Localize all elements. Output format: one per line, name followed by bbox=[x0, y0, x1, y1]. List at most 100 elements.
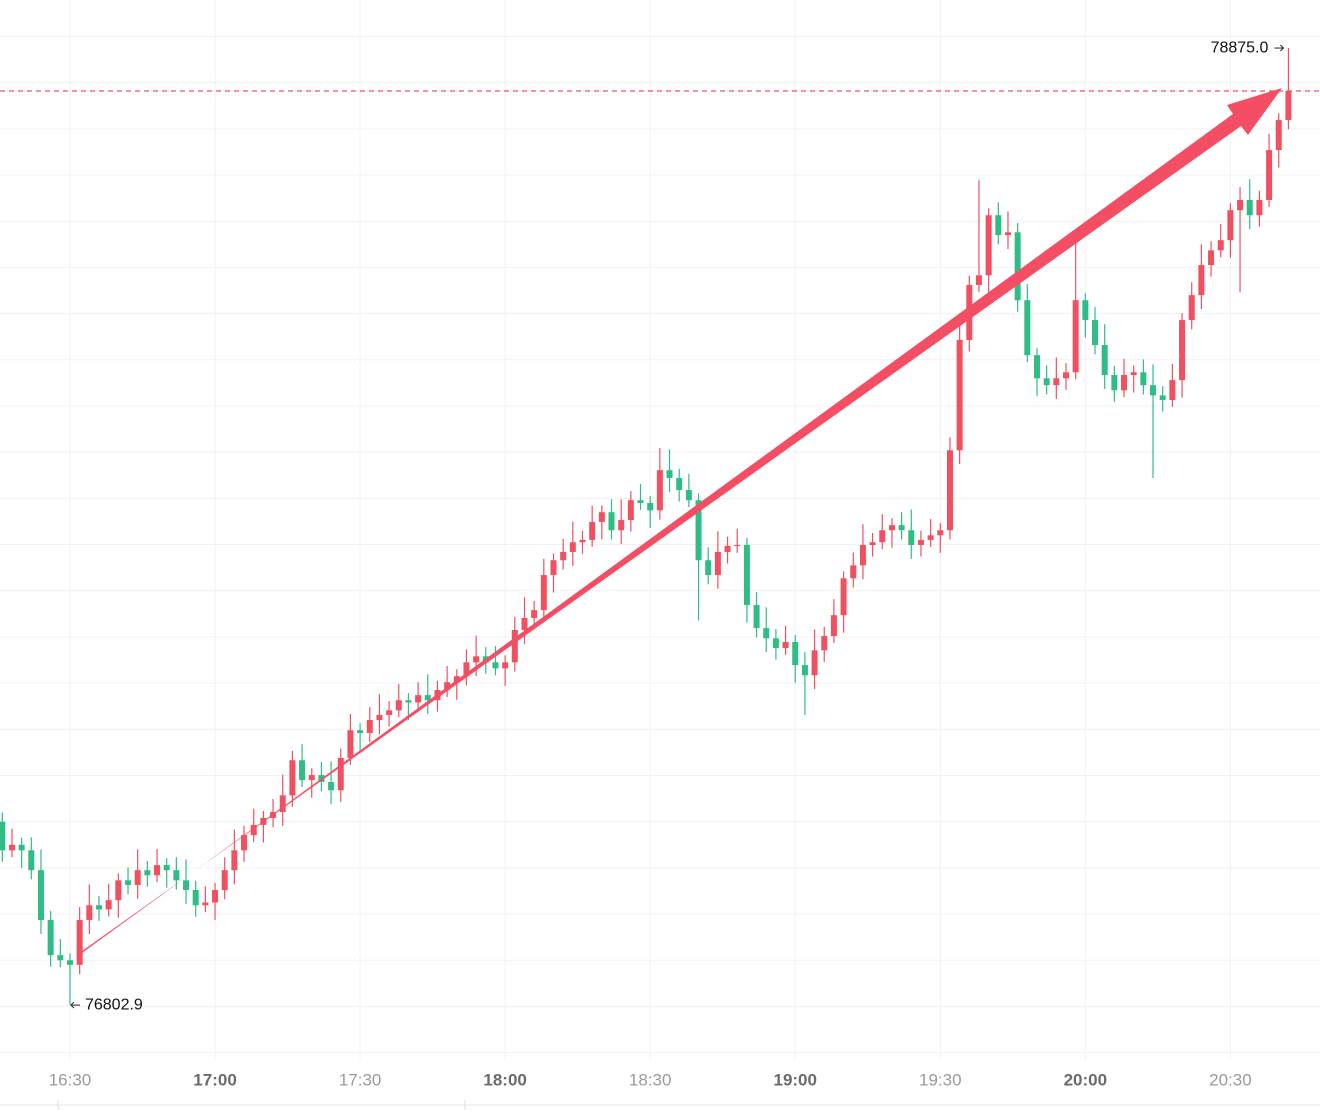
annotation-arrowhead bbox=[1280, 44, 1285, 52]
candle-body bbox=[1266, 150, 1273, 200]
candle-body bbox=[405, 700, 412, 703]
x-tick-label: 18:00 bbox=[483, 1070, 526, 1089]
candle-body bbox=[1169, 380, 1176, 400]
trend-arrow bbox=[78, 88, 1282, 956]
candle-body bbox=[850, 565, 857, 579]
x-tick-label: 20:00 bbox=[1064, 1070, 1107, 1089]
candle-body bbox=[1179, 320, 1186, 381]
candle-body bbox=[202, 902, 209, 906]
candle-body bbox=[337, 757, 344, 791]
candle-body bbox=[676, 478, 683, 491]
candle-body bbox=[357, 730, 364, 733]
candle-body bbox=[105, 900, 112, 910]
candle-body bbox=[37, 870, 44, 921]
candle-body bbox=[289, 760, 296, 796]
candle-body bbox=[125, 880, 132, 885]
candle-body bbox=[869, 542, 876, 546]
candle-body bbox=[192, 890, 199, 906]
candle-body bbox=[318, 775, 325, 782]
candle-body bbox=[8, 844, 15, 851]
candle-body bbox=[705, 560, 712, 576]
candle-body bbox=[28, 850, 35, 871]
candle-body bbox=[250, 824, 257, 836]
candle-body bbox=[1188, 295, 1195, 321]
candle-body bbox=[1198, 265, 1205, 296]
candle-body bbox=[347, 730, 354, 758]
candle-body bbox=[714, 551, 721, 576]
candle-body bbox=[569, 542, 576, 552]
x-tick-label: 19:00 bbox=[773, 1070, 816, 1089]
candle-body bbox=[821, 636, 828, 651]
candle-body bbox=[1246, 199, 1253, 216]
candle-body bbox=[1033, 355, 1040, 379]
candle-body bbox=[231, 850, 238, 871]
candle-body bbox=[743, 545, 750, 606]
x-tick-label: 19:30 bbox=[919, 1070, 962, 1089]
candle-body bbox=[1082, 300, 1089, 321]
low-annotation: 76802.9 bbox=[85, 996, 143, 1013]
candle-body bbox=[1024, 300, 1031, 356]
candle-body bbox=[579, 539, 586, 543]
candle-body bbox=[1111, 375, 1118, 391]
candle-body bbox=[395, 700, 402, 711]
candle-body bbox=[57, 955, 64, 961]
candle-body bbox=[366, 720, 373, 733]
candle-body bbox=[463, 662, 470, 677]
candle-body bbox=[1053, 378, 1060, 386]
candle-body bbox=[927, 535, 934, 540]
candle-body bbox=[415, 695, 422, 703]
x-tick-label: 18:30 bbox=[629, 1070, 672, 1089]
labels: 16:30 17:00 17:30 18:00 18:30 19:00 19:30 20:00… bbox=[49, 39, 1285, 1089]
candle-body bbox=[801, 665, 808, 676]
candle-body bbox=[424, 695, 431, 701]
candle-body bbox=[453, 676, 460, 683]
candle-body bbox=[0, 821, 6, 851]
candle-body bbox=[328, 781, 335, 791]
candle-body bbox=[811, 650, 818, 676]
candle-body bbox=[995, 215, 1002, 236]
candle-body bbox=[96, 905, 102, 910]
candle-body bbox=[154, 865, 161, 876]
candle-body bbox=[1159, 395, 1166, 400]
candle-body bbox=[502, 662, 509, 669]
candle-body bbox=[695, 500, 702, 561]
candle-body bbox=[859, 545, 866, 566]
candle-body bbox=[985, 215, 992, 276]
candle-body bbox=[531, 610, 538, 618]
candle-body bbox=[917, 539, 924, 546]
candle-body bbox=[492, 662, 499, 669]
candle-body bbox=[511, 629, 518, 663]
candle-body bbox=[241, 835, 248, 851]
candle-body bbox=[221, 870, 228, 891]
candle-body bbox=[888, 525, 895, 531]
candle-body bbox=[473, 656, 480, 663]
candle-body bbox=[627, 500, 634, 521]
candle-body bbox=[908, 530, 915, 546]
candle-body bbox=[879, 530, 886, 543]
x-tick-label: 17:00 bbox=[193, 1070, 236, 1089]
candle-body bbox=[589, 521, 596, 540]
candle-body bbox=[956, 339, 963, 451]
candle-body bbox=[830, 615, 837, 636]
candle-body bbox=[1063, 372, 1069, 379]
candle-body bbox=[1072, 300, 1079, 373]
candle-body bbox=[86, 905, 93, 921]
candle-body bbox=[1227, 210, 1234, 241]
candle-body bbox=[1043, 378, 1050, 386]
candle-body bbox=[134, 870, 141, 885]
candle-body bbox=[163, 865, 170, 871]
candle-body bbox=[685, 490, 692, 501]
candle-body bbox=[299, 760, 306, 781]
candle-body bbox=[76, 920, 83, 965]
candle-body bbox=[550, 560, 557, 576]
candle-body bbox=[1256, 199, 1263, 216]
candle-body bbox=[608, 512, 615, 531]
candle-body bbox=[772, 638, 779, 649]
candle-body bbox=[1217, 240, 1224, 251]
candle-body bbox=[1101, 345, 1108, 376]
candle-body bbox=[540, 575, 547, 611]
candle-body bbox=[47, 920, 54, 956]
candle-body bbox=[792, 642, 799, 666]
candle-body bbox=[1275, 120, 1282, 151]
